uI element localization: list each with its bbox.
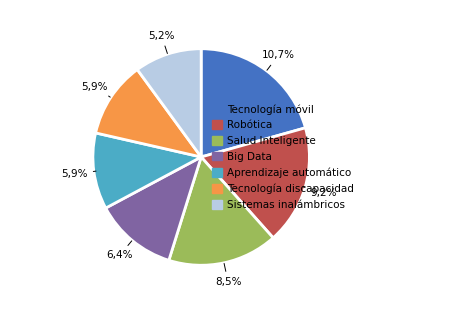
- Text: 10,7%: 10,7%: [262, 50, 295, 70]
- Wedge shape: [169, 157, 273, 265]
- Wedge shape: [137, 49, 201, 157]
- Text: 5,2%: 5,2%: [148, 30, 175, 53]
- Wedge shape: [106, 157, 201, 260]
- Wedge shape: [93, 133, 201, 208]
- Legend: Tecnología móvil, Robótica, Salud Inteligente, Big Data, Aprendizaje automático,: Tecnología móvil, Robótica, Salud Inteli…: [208, 100, 358, 214]
- Wedge shape: [201, 49, 305, 157]
- Text: 9,2%: 9,2%: [303, 187, 337, 198]
- Wedge shape: [201, 128, 309, 238]
- Text: 8,5%: 8,5%: [215, 263, 241, 287]
- Text: 5,9%: 5,9%: [81, 82, 110, 97]
- Text: 6,4%: 6,4%: [106, 241, 133, 260]
- Text: 5,9%: 5,9%: [62, 169, 96, 179]
- Wedge shape: [96, 70, 201, 157]
